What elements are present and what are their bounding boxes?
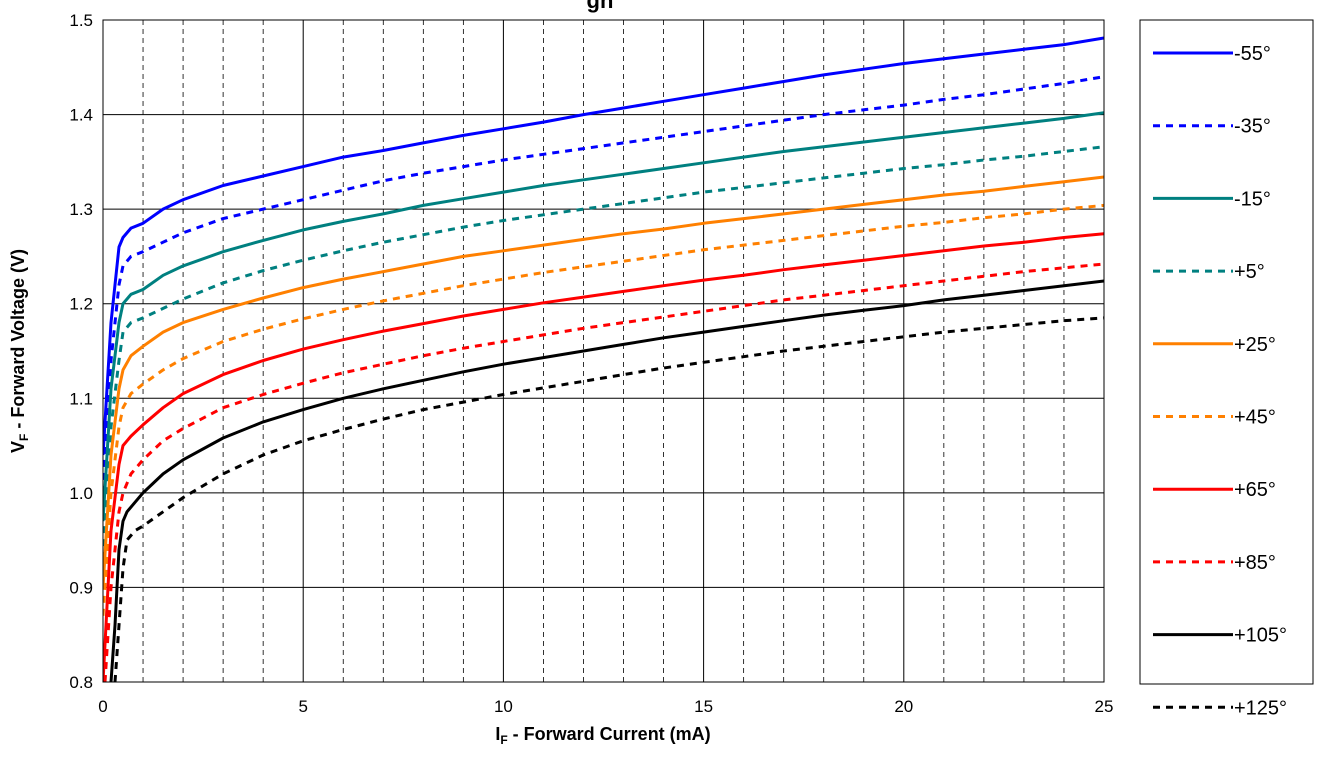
x-tick-label: 10 [494, 697, 513, 716]
y-axis-title-rest: - Forward Voltage (V) [8, 249, 28, 434]
legend-label: +105° [1234, 625, 1287, 647]
legend-label: +85° [1234, 552, 1276, 574]
y-tick-label: 1.5 [69, 11, 93, 30]
legend-label: +5° [1234, 261, 1265, 283]
series-line [103, 111, 1104, 522]
series-line [103, 75, 1104, 493]
y-tick-label: 0.8 [69, 673, 93, 692]
x-tick-label: 5 [298, 697, 307, 716]
legend-label: +125° [1234, 697, 1287, 719]
y-tick-label: 1.4 [69, 106, 93, 125]
y-axis-title-sub: F [17, 434, 31, 441]
y-tick-labels: 0.8 0.9 1.0 1.1 1.2 1.3 1.4 1.5 [69, 11, 93, 692]
legend-label: -35° [1234, 116, 1271, 138]
legend: -55° -35° -15° +5° +25° +45° +65° +85° +105° +125… [1153, 43, 1287, 719]
x-axis-title-sub: F [500, 733, 507, 747]
y-tick-label: 1.3 [69, 200, 93, 219]
series-lines [103, 36, 1104, 682]
plot-area-border [102, 19, 1105, 683]
x-axis-title-rest: - Forward Current (mA) [508, 724, 711, 744]
minor-gridlines [142, 20, 1065, 682]
series-line [113, 316, 1104, 682]
legend-box [1139, 19, 1314, 685]
y-tick-label: 1.1 [69, 389, 93, 408]
series-line [103, 232, 1104, 682]
series-line [103, 175, 1104, 588]
y-axis-title: VF - Forward Voltage (V) [8, 249, 31, 453]
legend-label: +65° [1234, 479, 1276, 501]
series-line [103, 145, 1104, 560]
legend-label: +25° [1234, 334, 1276, 356]
y-tick-label: 0.9 [69, 578, 93, 597]
series-line [109, 279, 1104, 682]
x-axis-title-main: I [495, 724, 500, 744]
x-axis-title: IF - Forward Current (mA) [495, 724, 710, 747]
x-tick-label: 20 [894, 697, 913, 716]
legend-label: +45° [1234, 407, 1276, 429]
legend-label: -55° [1234, 43, 1271, 65]
x-tick-label: 25 [1095, 697, 1114, 716]
chart-title: gh [587, 0, 614, 13]
x-tick-label: 0 [98, 697, 107, 716]
y-axis-title-main: V [8, 441, 28, 453]
series-line [103, 203, 1104, 616]
series-line [103, 262, 1104, 682]
x-tick-labels: 0 5 10 15 20 25 [98, 697, 1113, 716]
x-tick-label: 15 [694, 697, 713, 716]
legend-label: -15° [1234, 188, 1271, 210]
y-tick-label: 1.0 [69, 484, 93, 503]
series-line [103, 36, 1104, 456]
y-tick-label: 1.2 [69, 295, 93, 314]
